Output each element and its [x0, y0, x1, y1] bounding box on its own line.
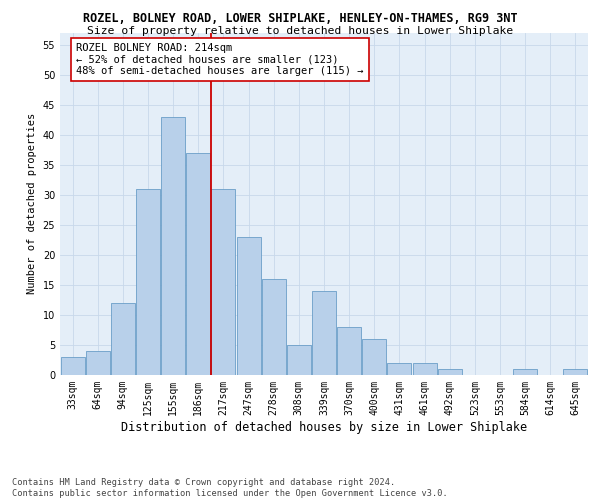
- Bar: [86, 351, 110, 375]
- Bar: [161, 116, 185, 375]
- Bar: [111, 303, 135, 375]
- Bar: [211, 188, 235, 375]
- Bar: [413, 363, 437, 375]
- Bar: [236, 237, 260, 375]
- Text: Contains HM Land Registry data © Crown copyright and database right 2024.
Contai: Contains HM Land Registry data © Crown c…: [12, 478, 448, 498]
- Bar: [262, 279, 286, 375]
- Text: ROZEL, BOLNEY ROAD, LOWER SHIPLAKE, HENLEY-ON-THAMES, RG9 3NT: ROZEL, BOLNEY ROAD, LOWER SHIPLAKE, HENL…: [83, 12, 517, 26]
- Bar: [187, 152, 210, 375]
- Text: ROZEL BOLNEY ROAD: 214sqm
← 52% of detached houses are smaller (123)
48% of semi: ROZEL BOLNEY ROAD: 214sqm ← 52% of detac…: [76, 43, 364, 76]
- X-axis label: Distribution of detached houses by size in Lower Shiplake: Distribution of detached houses by size …: [121, 420, 527, 434]
- Y-axis label: Number of detached properties: Number of detached properties: [27, 113, 37, 294]
- Bar: [136, 188, 160, 375]
- Bar: [563, 369, 587, 375]
- Bar: [61, 357, 85, 375]
- Bar: [388, 363, 412, 375]
- Bar: [312, 291, 336, 375]
- Bar: [287, 345, 311, 375]
- Text: Size of property relative to detached houses in Lower Shiplake: Size of property relative to detached ho…: [87, 26, 513, 36]
- Bar: [513, 369, 537, 375]
- Bar: [438, 369, 461, 375]
- Bar: [337, 327, 361, 375]
- Bar: [362, 339, 386, 375]
